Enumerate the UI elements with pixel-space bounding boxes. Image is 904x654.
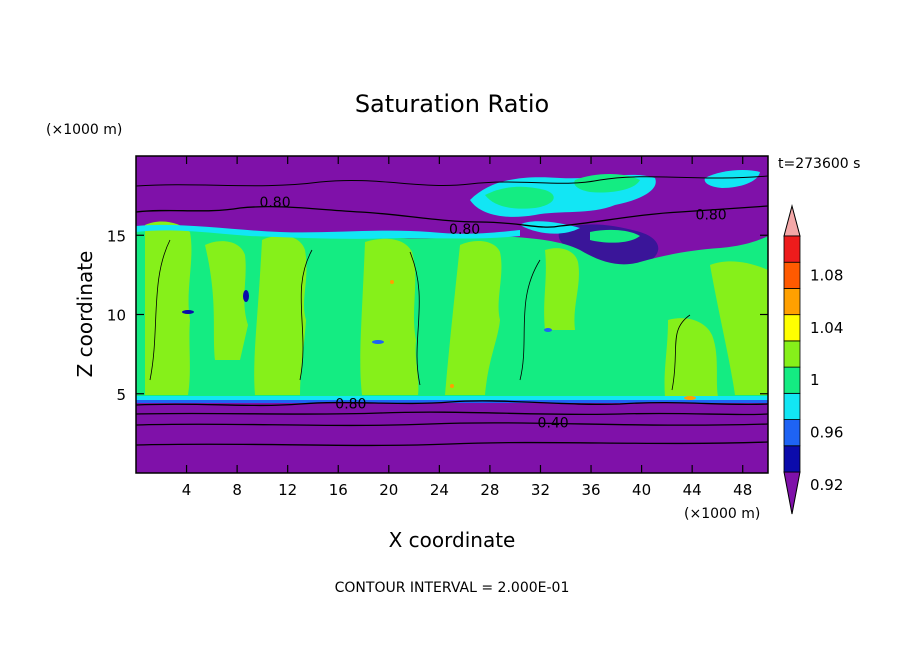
time-label: t=273600 s <box>778 156 860 172</box>
colorbar-label: 1 <box>810 371 820 389</box>
cloud-lime-7 <box>664 318 718 397</box>
x-tick-label: 16 <box>329 481 348 499</box>
contour-interval-footer: CONTOUR INTERVAL = 2.000E-01 <box>335 580 570 596</box>
upper-cloud-green-1 <box>485 186 554 209</box>
y-tick-label: 15 <box>107 227 126 245</box>
contour-line-cloud-1 <box>149 239 171 381</box>
colorbar: 1.08 1.04 1 0.96 0.92 <box>783 204 843 515</box>
x-tick-label: 40 <box>632 481 651 499</box>
x-tick-label: 44 <box>683 481 702 499</box>
upper-boundary-cyan <box>136 224 520 239</box>
colorbar-label: 1.08 <box>810 266 843 284</box>
colorbar-swatch <box>783 288 801 316</box>
upper-cloud-green-2 <box>574 174 640 193</box>
x-tick-label: 28 <box>480 481 499 499</box>
contour-line-lower-3 <box>136 441 768 447</box>
contour-label: 0.80 <box>335 396 366 412</box>
colorbar-over-triangle <box>783 204 801 237</box>
contour-labels: 0.80 0.80 0.80 0.80 0.40 <box>259 195 727 431</box>
x-tick-label: 24 <box>430 481 449 499</box>
contour-line-lower-2 <box>136 411 768 416</box>
blue-spot-3 <box>372 340 384 344</box>
colorbar-swatch <box>783 235 801 263</box>
y-units-label: (×1000 m) <box>46 122 122 138</box>
colorbar-swatch <box>783 340 801 368</box>
contour-label: 0.80 <box>259 195 290 211</box>
contour-line-cloud-5 <box>671 314 691 391</box>
contour-line-cloud-2 <box>299 249 313 381</box>
cloud-lime-5 <box>445 240 502 395</box>
upper-cloud-cyan-2 <box>704 170 760 188</box>
colorbar-swatch <box>783 445 801 473</box>
contour-line-upper-2 <box>136 175 768 187</box>
x-tick-label: 20 <box>379 481 398 499</box>
colorbar-swatch <box>783 314 801 342</box>
x-units-label: (×1000 m) <box>684 506 760 522</box>
orange-spot-3 <box>390 280 394 284</box>
upper-cloud-green-3 <box>590 229 640 243</box>
x-tick-label: 4 <box>182 481 192 499</box>
x-axis-ticks: 4 8 12 16 20 24 28 32 36 40 44 48 <box>182 156 752 499</box>
colorbar-label: 1.04 <box>810 319 843 337</box>
colorbar-swatch <box>783 261 801 289</box>
cloud-lime-6 <box>544 248 579 330</box>
plot-field: 0.80 0.80 0.80 0.80 0.40 <box>136 156 768 473</box>
contour-line-lower-040 <box>136 422 768 427</box>
x-tick-label: 8 <box>232 481 242 499</box>
cloud-lime-3 <box>254 235 307 395</box>
cloud-lime-4 <box>360 238 419 395</box>
blue-spot-2 <box>182 310 194 314</box>
colorbar-under-triangle <box>783 471 801 515</box>
colorbar-swatch <box>783 419 801 447</box>
contour-label: 0.80 <box>696 208 727 224</box>
x-axis-label: X coordinate <box>389 528 516 552</box>
lower-boundary-cyan <box>136 396 768 400</box>
chart-title: Saturation Ratio <box>355 90 549 118</box>
contour-line-lower-080 <box>136 400 768 407</box>
y-tick-label: 10 <box>107 307 126 325</box>
x-tick-label: 32 <box>531 481 550 499</box>
x-tick-label: 36 <box>581 481 600 499</box>
colorbar-label: 0.92 <box>810 476 843 494</box>
colorbar-swatch <box>783 392 801 420</box>
y-axis-ticks: 5 10 15 <box>107 227 768 404</box>
blue-spot-1 <box>243 290 249 302</box>
orange-spot-2 <box>450 384 454 388</box>
y-tick-label: 5 <box>116 386 126 404</box>
colorbar-label: 0.96 <box>810 424 843 442</box>
cloud-lime-2 <box>205 241 248 360</box>
cloud-lime-8 <box>710 261 768 395</box>
contour-line-cloud-3 <box>409 251 421 386</box>
contour-line-cloud-4 <box>519 259 541 381</box>
colorbar-swatch <box>783 366 801 394</box>
contour-label: 0.80 <box>449 222 480 238</box>
contour-label: 0.40 <box>538 415 569 431</box>
cloud-lime-1 <box>145 221 192 395</box>
orange-spot-1 <box>684 396 696 400</box>
contour-line-upper-080 <box>136 205 768 228</box>
blue-spot-4 <box>544 328 552 332</box>
x-tick-label: 12 <box>278 481 297 499</box>
y-axis-label: Z coordinate <box>73 251 97 378</box>
x-tick-label: 48 <box>733 481 752 499</box>
